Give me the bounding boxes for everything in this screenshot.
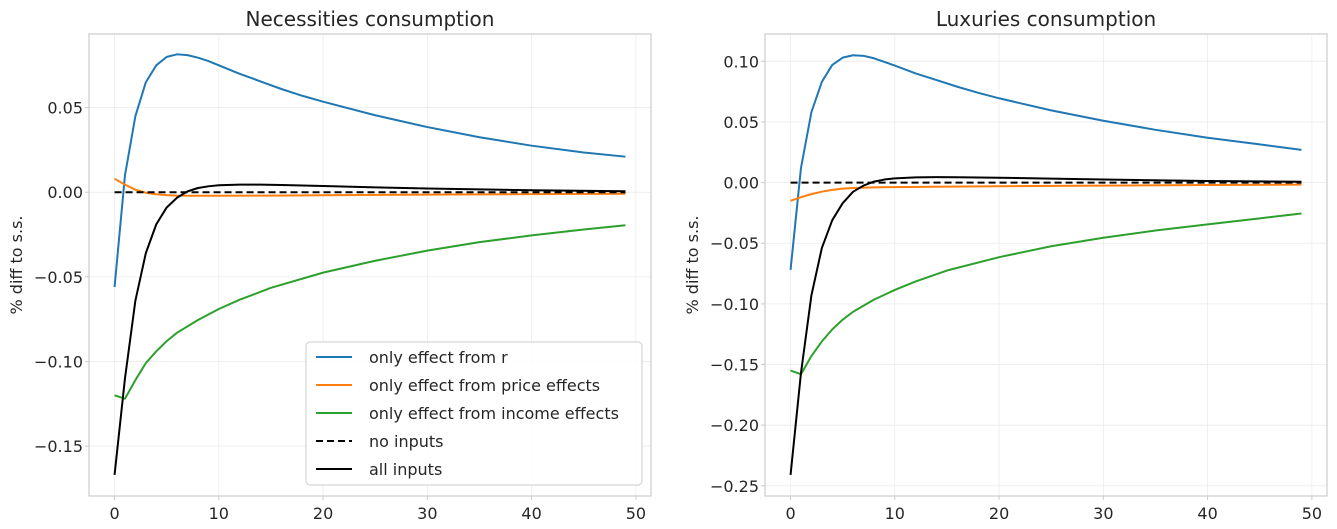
- y-tick-label: −0.15: [710, 356, 759, 375]
- luxuries-y-axis-label: % diff to s.s.: [683, 216, 702, 315]
- series-line-1: [790, 183, 1302, 202]
- series-line-2: [114, 224, 626, 400]
- necessities-plot-frame: [88, 33, 652, 497]
- series-line-1: [114, 177, 626, 197]
- legend-label-price: only effect from price effects: [369, 376, 600, 395]
- y-tick-label: 0.10: [723, 52, 759, 71]
- y-tick-label: −0.25: [710, 477, 759, 496]
- y-tick-label: −0.10: [710, 295, 759, 314]
- necessities-x-ticks: 0 10 20 30 40 50: [109, 496, 646, 523]
- x-tick-label: 0: [109, 504, 119, 523]
- legend-box: [305, 341, 643, 486]
- y-tick-label: −0.20: [710, 416, 759, 435]
- luxuries-chart-title: Luxuries consumption: [936, 7, 1156, 31]
- series-line-2: [790, 212, 1302, 376]
- x-tick-label: 40: [1197, 504, 1217, 523]
- x-tick-label: 50: [626, 504, 646, 523]
- luxuries-series: [789, 54, 1302, 476]
- legend-item-price: only effect from price effects: [316, 376, 600, 395]
- legend-label-no-inputs: no inputs: [369, 432, 444, 451]
- legend-item-no-inputs: no inputs: [316, 432, 444, 451]
- x-tick-label: 10: [209, 504, 229, 523]
- y-tick-label: 0.00: [723, 174, 759, 193]
- y-tick-label: −0.05: [34, 268, 83, 287]
- x-tick-label: 20: [313, 504, 333, 523]
- chart-necessities: 0 10 20 30 40 50 −0.15 −0.10 −0.05 0.00 0.05 Nece…: [7, 7, 652, 523]
- x-tick-label: 40: [521, 504, 541, 523]
- y-tick-label: −0.15: [34, 437, 83, 456]
- series-line-4: [113, 183, 626, 475]
- series-line-0: [113, 53, 626, 288]
- series-line-4: [789, 176, 1302, 476]
- x-tick-label: 10: [885, 504, 905, 523]
- y-tick-label: 0.05: [47, 99, 83, 118]
- luxuries-plot-frame: [764, 33, 1328, 497]
- y-tick-label: −0.05: [710, 234, 759, 253]
- necessities-series: [113, 53, 626, 475]
- x-tick-label: 0: [785, 504, 795, 523]
- y-tick-label: 0.00: [47, 183, 83, 202]
- legend-item-income: only effect from income effects: [316, 404, 619, 423]
- x-tick-label: 30: [417, 504, 437, 523]
- luxuries-y-ticks: −0.25 −0.20 −0.15 −0.10 −0.05 0.00 0.05 0.10: [710, 52, 765, 496]
- necessities-y-ticks: −0.15 −0.10 −0.05 0.00 0.05: [34, 99, 89, 456]
- x-tick-label: 20: [989, 504, 1009, 523]
- luxuries-x-ticks: 0 10 20 30 40 50: [785, 496, 1322, 523]
- legend-label-income: only effect from income effects: [369, 404, 619, 423]
- series-line-0: [789, 54, 1302, 271]
- x-tick-label: 50: [1302, 504, 1322, 523]
- necessities-y-axis-label: % diff to s.s.: [7, 216, 26, 315]
- legend-item-all-inputs: all inputs: [316, 460, 442, 479]
- x-tick-label: 30: [1093, 504, 1113, 523]
- chart-luxuries: 0 10 20 30 40 50 −0.25 −0.20 −0.15 −0.10 −0.05 0.0…: [683, 7, 1328, 523]
- y-tick-label: −0.10: [34, 352, 83, 371]
- legend-label-all-inputs: all inputs: [369, 460, 442, 479]
- legend-label-r: only effect from r: [369, 348, 508, 367]
- necessities-chart-title: Necessities consumption: [246, 7, 495, 31]
- y-tick-label: 0.05: [723, 113, 759, 132]
- legend: only effect from r only effect from pric…: [305, 341, 643, 486]
- legend-item-r: only effect from r: [316, 348, 508, 367]
